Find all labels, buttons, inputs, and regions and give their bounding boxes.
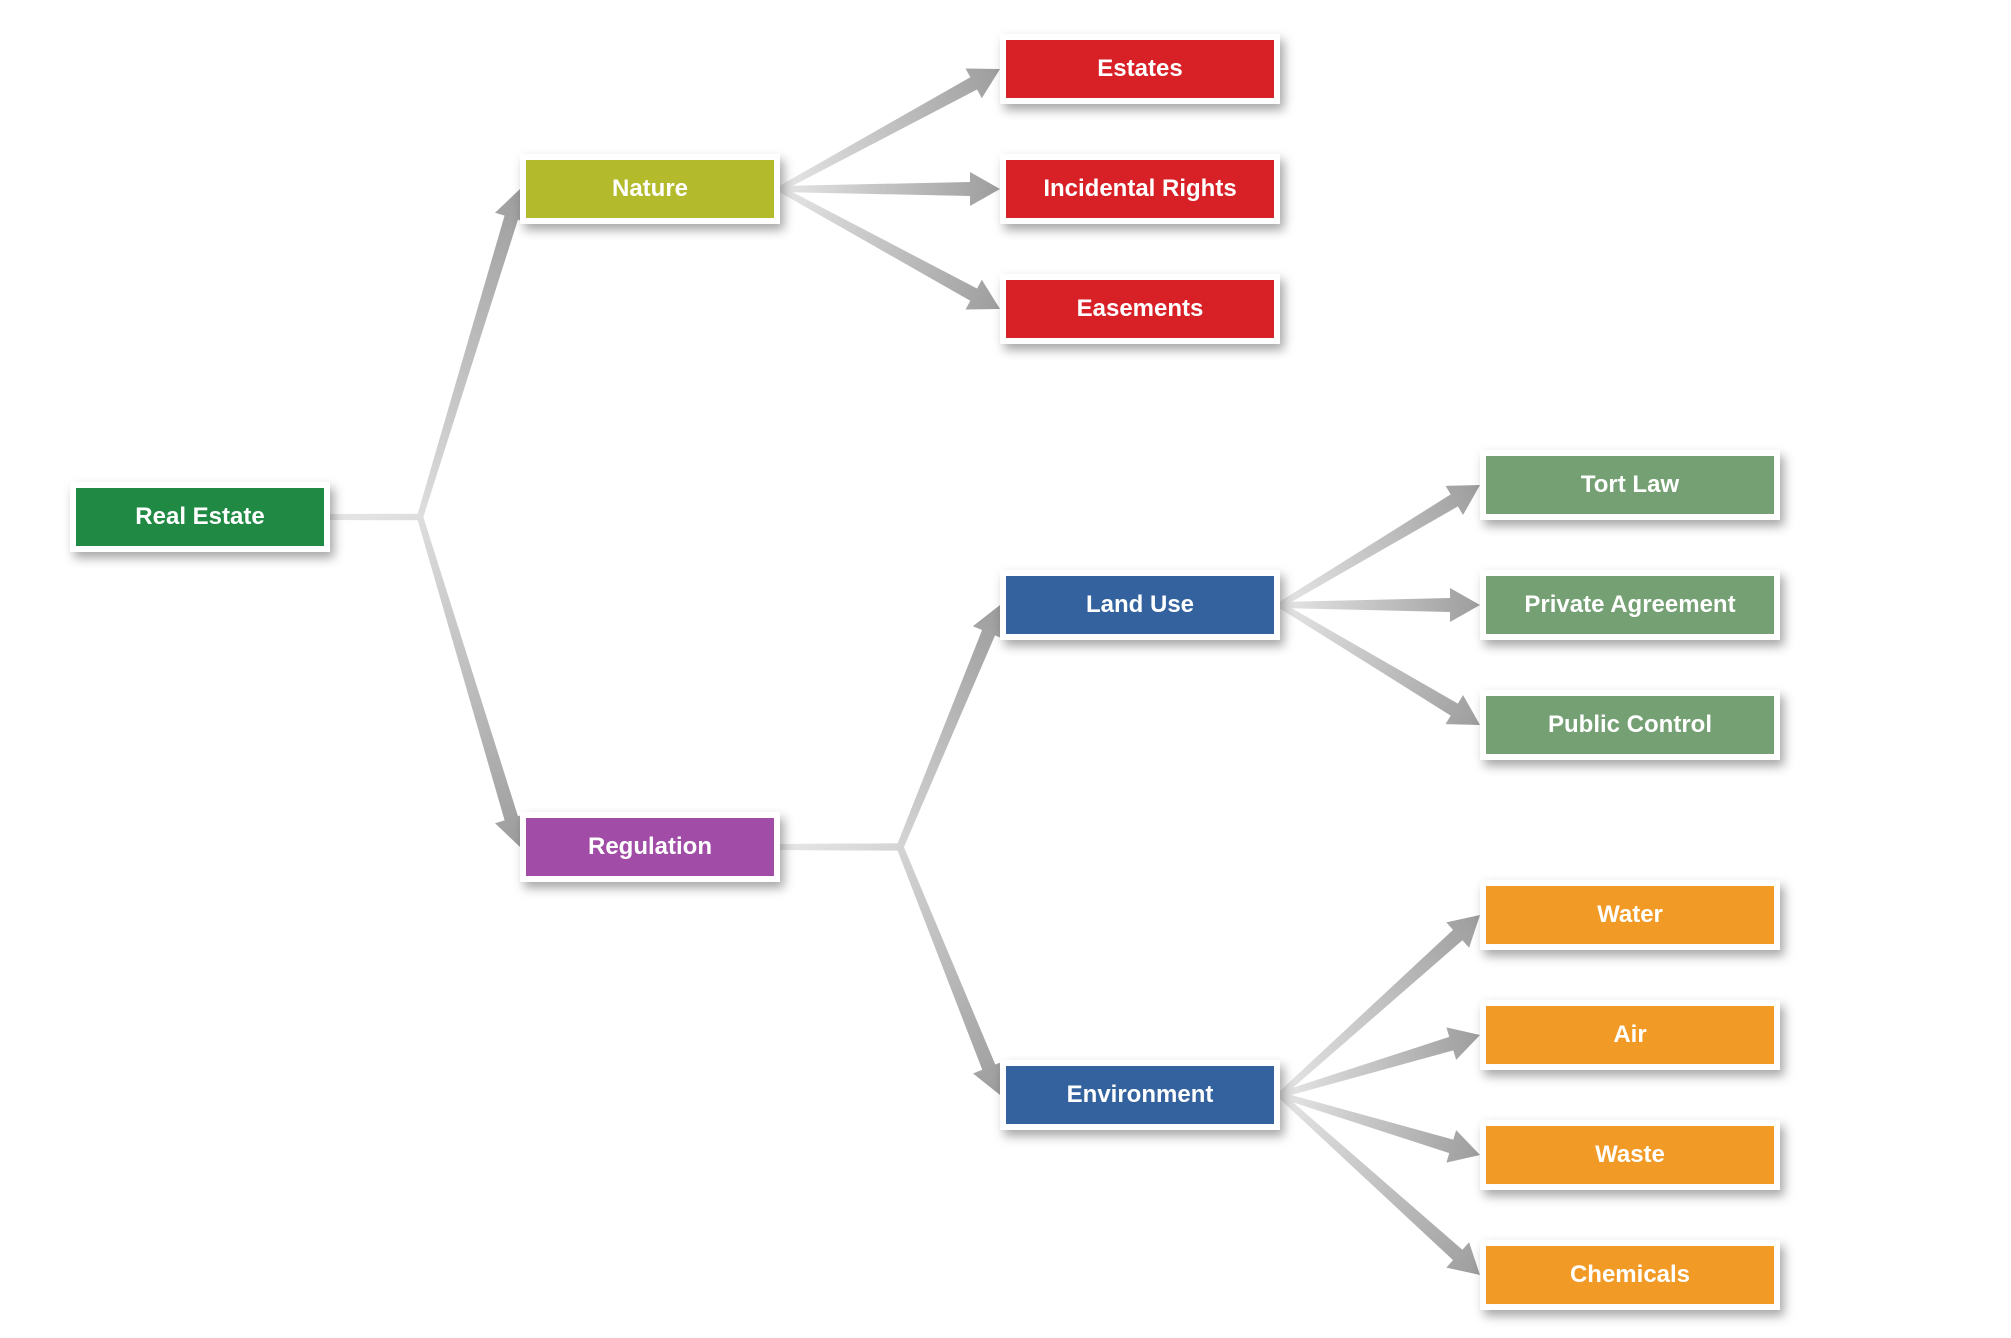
node-easements: Easements bbox=[1000, 274, 1280, 344]
node-label: Real Estate bbox=[135, 503, 264, 531]
arrow bbox=[1278, 915, 1480, 1097]
node-label: Environment bbox=[1067, 1081, 1214, 1109]
node-private-agreement: Private Agreement bbox=[1480, 570, 1780, 640]
arrow bbox=[780, 605, 1004, 851]
arrow bbox=[1280, 588, 1480, 622]
node-public-control: Public Control bbox=[1480, 690, 1780, 760]
arrow bbox=[780, 172, 1000, 206]
node-land-use: Land Use bbox=[1000, 570, 1280, 640]
node-label: Water bbox=[1597, 901, 1663, 929]
node-regulation: Regulation bbox=[520, 812, 780, 882]
node-label: Tort Law bbox=[1581, 471, 1679, 499]
node-environment: Environment bbox=[1000, 1060, 1280, 1130]
arrow bbox=[1279, 1027, 1480, 1098]
node-real-estate: Real Estate bbox=[70, 482, 330, 552]
diagram-canvas: Real Estate Nature Regulation Estates Incide… bbox=[0, 0, 2011, 1338]
arrow bbox=[780, 843, 1005, 1095]
arrow bbox=[330, 514, 528, 847]
node-label: Nature bbox=[612, 175, 688, 203]
node-label: Public Control bbox=[1548, 711, 1712, 739]
node-label: Regulation bbox=[588, 833, 712, 861]
node-waste: Waste bbox=[1480, 1120, 1780, 1190]
arrow bbox=[779, 186, 1000, 309]
node-water: Water bbox=[1480, 880, 1780, 950]
node-air: Air bbox=[1480, 1000, 1780, 1070]
arrow bbox=[1278, 1093, 1480, 1275]
node-label: Incidental Rights bbox=[1043, 175, 1236, 203]
node-nature: Nature bbox=[520, 154, 780, 224]
node-estates: Estates bbox=[1000, 34, 1280, 104]
node-label: Easements bbox=[1077, 295, 1204, 323]
node-label: Land Use bbox=[1086, 591, 1194, 619]
arrow bbox=[1278, 485, 1480, 608]
node-label: Estates bbox=[1097, 55, 1182, 83]
node-label: Waste bbox=[1595, 1141, 1665, 1169]
arrow bbox=[1279, 1092, 1480, 1163]
arrow bbox=[1278, 602, 1480, 725]
arrow bbox=[330, 189, 528, 520]
node-chemicals: Chemicals bbox=[1480, 1240, 1780, 1310]
arrow bbox=[779, 68, 1000, 191]
node-tort-law: Tort Law bbox=[1480, 450, 1780, 520]
node-label: Private Agreement bbox=[1524, 591, 1735, 619]
node-label: Air bbox=[1613, 1021, 1646, 1049]
node-label: Chemicals bbox=[1570, 1261, 1690, 1289]
node-incidental-rights: Incidental Rights bbox=[1000, 154, 1280, 224]
